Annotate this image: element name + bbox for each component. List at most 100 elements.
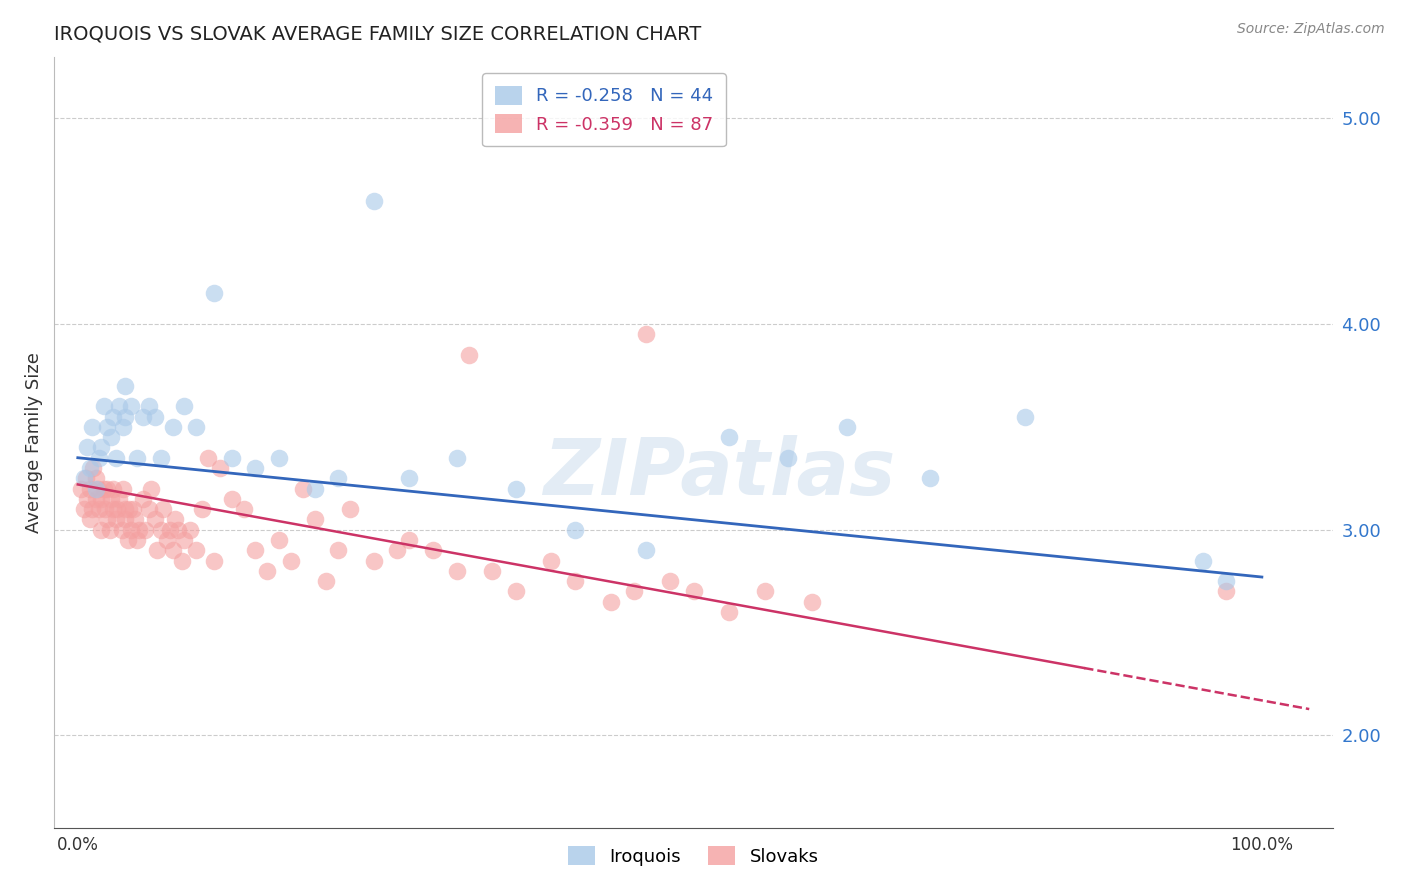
Point: [387, 543, 409, 558]
Point: [208, 461, 231, 475]
Point: [304, 482, 326, 496]
Point: [159, 523, 181, 537]
Point: [90, 523, 112, 537]
Point: [163, 512, 186, 526]
Point: [328, 471, 350, 485]
Point: [96, 420, 118, 434]
Point: [143, 409, 166, 424]
Point: [105, 502, 128, 516]
Point: [125, 450, 148, 465]
Point: [103, 482, 125, 496]
Point: [94, 502, 117, 516]
Point: [564, 523, 586, 537]
Point: [138, 502, 160, 516]
Point: [87, 502, 110, 516]
Point: [202, 553, 225, 567]
Point: [1014, 409, 1036, 424]
Point: [104, 450, 127, 465]
Point: [162, 420, 184, 434]
Point: [111, 482, 134, 496]
Point: [120, 400, 142, 414]
Point: [84, 491, 107, 506]
Point: [75, 471, 97, 485]
Point: [73, 502, 96, 516]
Point: [197, 450, 219, 465]
Point: [422, 543, 444, 558]
Point: [170, 553, 193, 567]
Point: [90, 441, 112, 455]
Point: [114, 512, 136, 526]
Point: [73, 471, 96, 485]
Point: [446, 564, 468, 578]
Point: [718, 605, 741, 619]
Point: [79, 482, 101, 496]
Point: [920, 471, 942, 485]
Point: [754, 584, 776, 599]
Point: [245, 461, 267, 475]
Point: [363, 194, 385, 208]
Point: [76, 441, 98, 455]
Point: [599, 595, 621, 609]
Point: [481, 564, 503, 578]
Point: [84, 482, 107, 496]
Point: [120, 523, 142, 537]
Point: [141, 482, 163, 496]
Point: [280, 553, 302, 567]
Point: [128, 523, 150, 537]
Point: [100, 430, 122, 444]
Point: [245, 543, 267, 558]
Point: [173, 533, 195, 547]
Point: [114, 378, 136, 392]
Point: [221, 450, 243, 465]
Point: [138, 400, 160, 414]
Point: [155, 533, 177, 547]
Point: [363, 553, 385, 567]
Point: [328, 543, 350, 558]
Point: [1215, 574, 1237, 589]
Point: [800, 595, 823, 609]
Point: [125, 533, 148, 547]
Point: [202, 286, 225, 301]
Point: [186, 420, 208, 434]
Point: [837, 420, 859, 434]
Point: [93, 400, 115, 414]
Point: [167, 523, 190, 537]
Point: [108, 491, 131, 506]
Point: [96, 482, 118, 496]
Point: [682, 584, 704, 599]
Point: [132, 491, 155, 506]
Point: [84, 471, 107, 485]
Point: [132, 409, 155, 424]
Point: [540, 553, 562, 567]
Point: [304, 512, 326, 526]
Point: [505, 482, 527, 496]
Point: [179, 523, 201, 537]
Point: [122, 502, 145, 516]
Point: [152, 502, 174, 516]
Text: IROQUOIS VS SLOVAK AVERAGE FAMILY SIZE CORRELATION CHART: IROQUOIS VS SLOVAK AVERAGE FAMILY SIZE C…: [53, 25, 702, 44]
Point: [267, 450, 290, 465]
Point: [70, 482, 93, 496]
Point: [114, 409, 136, 424]
Point: [143, 512, 166, 526]
Point: [398, 471, 420, 485]
Point: [623, 584, 645, 599]
Point: [124, 512, 146, 526]
Point: [267, 533, 290, 547]
Point: [100, 491, 122, 506]
Point: [117, 533, 139, 547]
Text: Source: ZipAtlas.com: Source: ZipAtlas.com: [1237, 22, 1385, 37]
Point: [114, 502, 136, 516]
Point: [111, 420, 134, 434]
Point: [76, 491, 98, 506]
Point: [87, 450, 110, 465]
Point: [103, 409, 125, 424]
Point: [146, 543, 169, 558]
Point: [718, 430, 741, 444]
Point: [80, 420, 103, 434]
Point: [110, 523, 132, 537]
Legend: Iroquois, Slovaks: Iroquois, Slovaks: [561, 839, 827, 873]
Point: [96, 512, 118, 526]
Point: [79, 512, 101, 526]
Point: [658, 574, 681, 589]
